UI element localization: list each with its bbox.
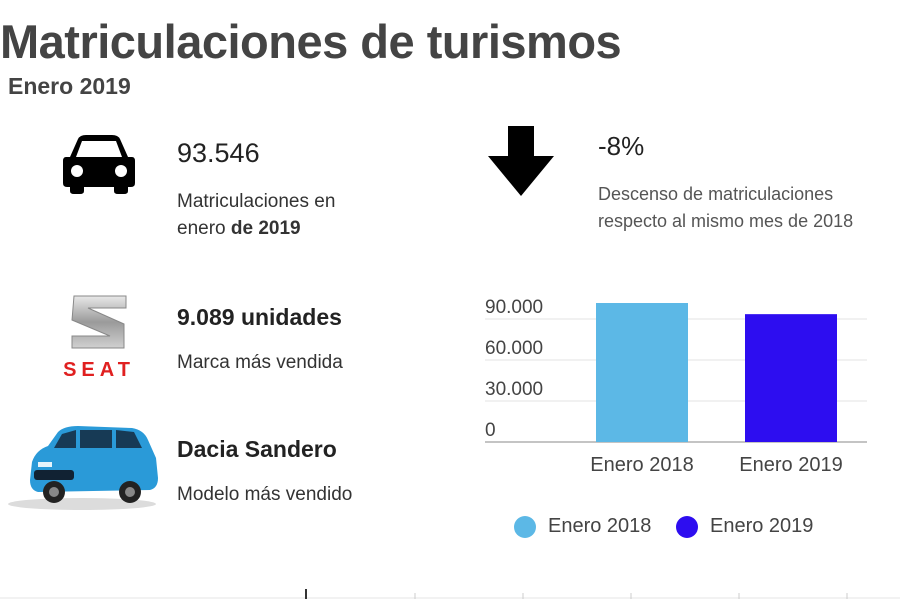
registrations-bar-chart: 0 30.000 60.000 90.000 Enero 2018 Enero 2019 (485, 297, 867, 476)
dacia-sandero-image (2, 418, 162, 518)
y-tick-label: 0 (485, 420, 496, 441)
legend-label-2019: Enero 2019 (710, 515, 814, 537)
bottom-timeline-axis (0, 589, 900, 599)
down-arrow-icon (486, 126, 556, 203)
total-registrations-label: Matriculaciones en enero de 2019 (177, 188, 335, 242)
change-value: -8% (598, 131, 645, 161)
change-label: Descenso de matriculaciones respecto al … (598, 181, 853, 235)
x-tick-label: Enero 2018 (590, 454, 693, 476)
page-title: Matriculaciones de turismos (0, 15, 622, 68)
legend-swatch-2018 (514, 515, 536, 538)
total-label-line1: Matriculaciones en (177, 191, 336, 212)
model-label: Modelo más vendido (177, 484, 353, 505)
bar-enero-2019 (745, 314, 837, 442)
chart-legend-item-2018: Enero 2018 (514, 515, 651, 538)
legend-label-2018: Enero 2018 (548, 515, 652, 537)
brand-label: Marca más vendida (177, 352, 343, 373)
y-tick-label: 90.000 (485, 297, 543, 318)
page-subtitle: Enero 2019 (8, 73, 131, 99)
brand-units-value: 9.089 unidades (177, 304, 342, 330)
change-label-line2: respecto al mismo mes de 2018 (598, 211, 854, 231)
seat-logo-text: SEAT (63, 359, 135, 381)
x-tick-label: Enero 2019 (739, 454, 842, 476)
y-tick-label: 30.000 (485, 379, 543, 400)
total-registrations-value: 93.546 (177, 138, 260, 168)
total-label-line2-plain: enero (177, 218, 231, 239)
total-label-line2-bold: de 2019 (230, 218, 301, 239)
seat-logo: SEAT (44, 292, 154, 389)
model-name-value: Dacia Sandero (177, 436, 337, 462)
change-label-line1: Descenso de matriculaciones (598, 184, 834, 204)
chart-legend-item-2019: Enero 2019 (676, 515, 813, 538)
bar-enero-2018 (596, 303, 688, 442)
y-tick-label: 60.000 (485, 338, 543, 359)
legend-swatch-2019 (676, 515, 698, 538)
car-icon (62, 133, 136, 200)
